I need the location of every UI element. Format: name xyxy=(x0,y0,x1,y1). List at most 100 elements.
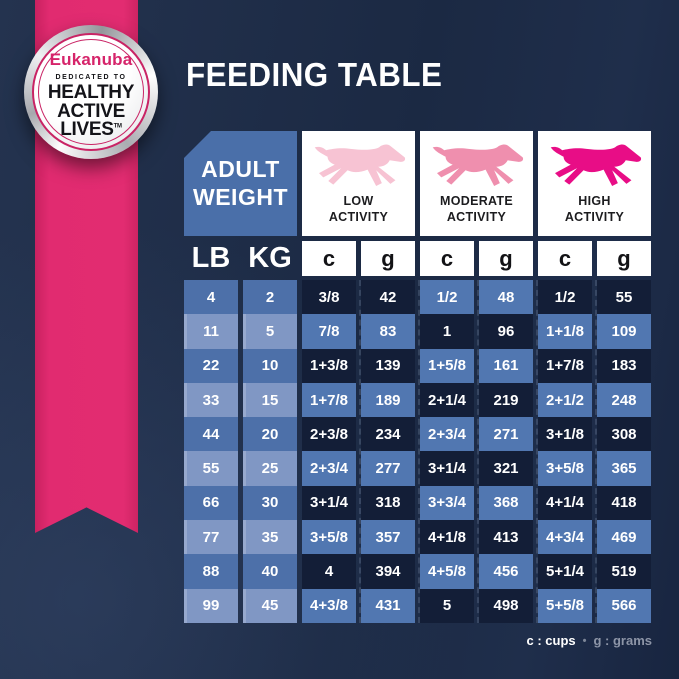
portion-cell: 1+1/8 xyxy=(538,314,592,349)
weight-kg-cell: 40 xyxy=(243,554,297,589)
lb-column-header: LB xyxy=(191,242,231,274)
portion-cell: 109 xyxy=(597,314,651,349)
badge-line-active: ACTIVE xyxy=(57,100,125,122)
badge-dedicated-text: DEDICATED TO xyxy=(55,74,127,82)
weight-kg-cell: 5 xyxy=(243,314,297,349)
table-body: 4 2 3/8 42 1/2 48 1/2 55 11 5 7/8 83 1 96 1+1/8 109 22 10… xyxy=(184,280,651,623)
table-row: 33 15 1+7/8 189 2+1/4 219 2+1/2 248 xyxy=(184,382,651,418)
page-title: FEEDING TABLE xyxy=(186,56,443,93)
portion-cell: 3+5/8 xyxy=(302,520,356,555)
portion-cell: 4+3/8 xyxy=(302,588,356,623)
feeding-table: ADULT WEIGHT LOW ACTIVITY MODERATE AC xyxy=(184,131,651,623)
legend-grams: g : grams xyxy=(593,633,652,648)
portion-cell: 1+5/8 xyxy=(420,348,474,383)
table-row: 77 35 3+5/8 357 4+1/8 413 4+3/4 469 xyxy=(184,520,651,555)
portion-cell: 277 xyxy=(361,451,415,486)
portion-cell: 42 xyxy=(361,280,415,315)
weight-kg-cell: 35 xyxy=(243,520,297,555)
weight-lb-cell: 99 xyxy=(184,588,238,623)
weight-lb-cell: 44 xyxy=(184,417,238,452)
portion-cell: 456 xyxy=(479,554,533,589)
weight-kg-cell: 10 xyxy=(243,348,297,383)
weight-kg-cell: 25 xyxy=(243,451,297,486)
weight-lb-cell: 66 xyxy=(184,485,238,521)
portion-cell: 498 xyxy=(479,588,533,623)
portion-cell: 219 xyxy=(479,382,533,418)
weight-kg-cell: 20 xyxy=(243,417,297,452)
dashed-separator xyxy=(535,280,538,623)
legend-cups: c : cups xyxy=(526,633,576,648)
portion-cell: 418 xyxy=(597,485,651,521)
unit-header-grams: g xyxy=(361,241,415,276)
running-dog-icon xyxy=(432,144,523,186)
portion-cell: 1/2 xyxy=(420,280,474,315)
portion-cell: 368 xyxy=(479,485,533,521)
weight-kg-cell: 2 xyxy=(243,280,297,315)
portion-cell: 3+3/4 xyxy=(420,485,474,521)
portion-cell: 4+3/4 xyxy=(538,520,592,555)
unit-header-grams: g xyxy=(597,241,651,276)
portion-cell: 3+1/4 xyxy=(420,451,474,486)
badge-pink-ring xyxy=(38,39,144,145)
trademark-symbol: TM xyxy=(113,123,122,130)
brand-logo-text: Eukanuba xyxy=(49,50,133,70)
table-row: 11 5 7/8 83 1 96 1+1/8 109 xyxy=(184,314,651,349)
unit-header-grams: g xyxy=(479,241,533,276)
portion-cell: 2+1/4 xyxy=(420,382,474,418)
portion-cell: 248 xyxy=(597,382,651,418)
weight-kg-cell: 30 xyxy=(243,485,297,521)
weight-lb-cell: 4 xyxy=(184,280,238,315)
eukanuba-badge: Eukanuba DEDICATED TO HEALTHY ACTIVE LIV… xyxy=(24,25,158,159)
dashed-separator xyxy=(594,280,597,623)
portion-cell: 413 xyxy=(479,520,533,555)
portion-cell: 234 xyxy=(361,417,415,452)
high-activity-label: HIGH ACTIVITY xyxy=(564,194,625,224)
portion-cell: 2+3/4 xyxy=(302,451,356,486)
portion-cell: 566 xyxy=(597,588,651,623)
weight-lb-cell: 88 xyxy=(184,554,238,589)
table-row: 99 45 4+3/8 431 5 498 5+5/8 566 xyxy=(184,588,651,623)
portion-cell: 2+3/8 xyxy=(302,417,356,452)
low-activity-label: LOW ACTIVITY xyxy=(328,194,389,224)
portion-cell: 161 xyxy=(479,348,533,383)
weight-lb-cell: 22 xyxy=(184,348,238,383)
portion-cell: 519 xyxy=(597,554,651,589)
portion-cell: 189 xyxy=(361,382,415,418)
table-row: 88 40 4 394 4+5/8 456 5+1/4 519 xyxy=(184,554,651,589)
portion-cell: 3+1/8 xyxy=(538,417,592,452)
portion-cell: 55 xyxy=(597,280,651,315)
portion-cell: 5+1/4 xyxy=(538,554,592,589)
table-row: 66 30 3+1/4 318 3+3/4 368 4+1/4 418 xyxy=(184,485,651,521)
units-legend: c : cups • g : grams xyxy=(527,633,653,648)
adult-weight-line1: ADULT xyxy=(201,156,280,183)
moderate-activity-header: MODERATE ACTIVITY xyxy=(420,131,533,236)
weight-kg-cell: 45 xyxy=(243,588,297,623)
legend-separator-dot: • xyxy=(582,634,587,647)
portion-cell: 308 xyxy=(597,417,651,452)
kg-column-header: KG xyxy=(248,242,292,274)
weight-lb-cell: 55 xyxy=(184,451,238,486)
portion-cell: 96 xyxy=(479,314,533,349)
portion-cell: 2+1/2 xyxy=(538,382,592,418)
table-row: 22 10 1+3/8 139 1+5/8 161 1+7/8 183 xyxy=(184,348,651,383)
portion-cell: 3/8 xyxy=(302,280,356,315)
weight-lb-cell: 11 xyxy=(184,314,238,349)
adult-weight-header: ADULT WEIGHT xyxy=(184,131,297,236)
adult-weight-line2: WEIGHT xyxy=(193,183,288,210)
portion-cell: 1+7/8 xyxy=(302,382,356,418)
table-header-row: ADULT WEIGHT LOW ACTIVITY MODERATE AC xyxy=(184,131,651,236)
portion-cell: 5+5/8 xyxy=(538,588,592,623)
dashed-separator xyxy=(476,280,479,623)
portion-cell: 318 xyxy=(361,485,415,521)
low-activity-header: LOW ACTIVITY xyxy=(302,131,415,236)
portion-cell: 321 xyxy=(479,451,533,486)
portion-cell: 4 xyxy=(302,554,356,589)
portion-cell: 48 xyxy=(479,280,533,315)
portion-cell: 271 xyxy=(479,417,533,452)
portion-cell: 139 xyxy=(361,348,415,383)
table-row: 4 2 3/8 42 1/2 48 1/2 55 xyxy=(184,280,651,315)
portion-cell: 357 xyxy=(361,520,415,555)
portion-cell: 4+1/8 xyxy=(420,520,474,555)
